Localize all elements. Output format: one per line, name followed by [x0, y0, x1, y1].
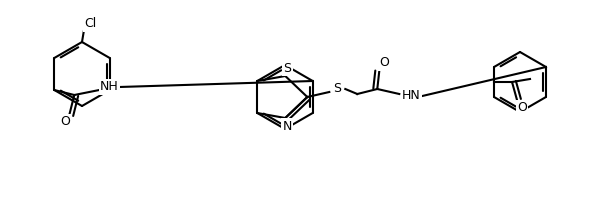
Text: O: O — [379, 57, 389, 69]
Text: S: S — [333, 83, 341, 95]
Text: Cl: Cl — [84, 18, 96, 30]
Text: N: N — [283, 119, 292, 133]
Text: O: O — [60, 115, 70, 129]
Text: S: S — [283, 61, 291, 75]
Text: NH: NH — [100, 81, 119, 93]
Text: HN: HN — [402, 89, 421, 103]
Text: O: O — [517, 101, 527, 115]
